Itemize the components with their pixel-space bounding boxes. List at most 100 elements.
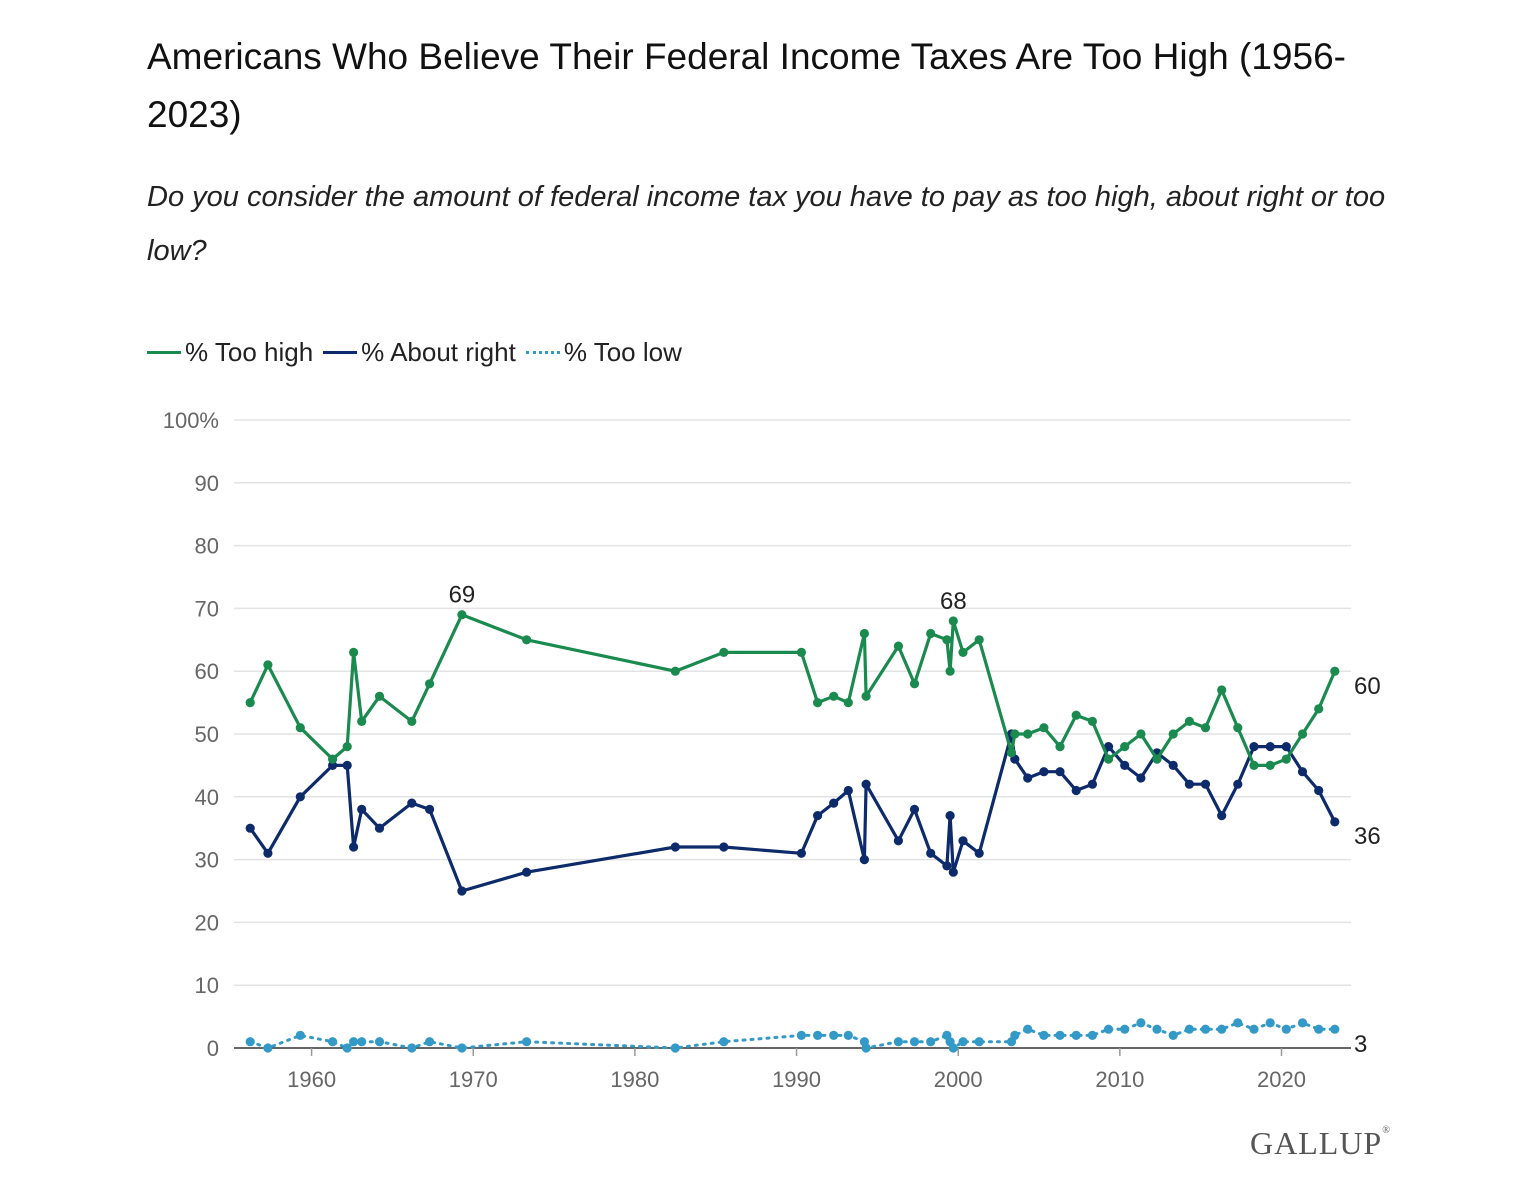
data-point — [945, 811, 955, 821]
data-point — [813, 1030, 823, 1040]
data-point — [295, 1030, 305, 1040]
data-point — [1087, 1030, 1097, 1040]
y-tick-label: 70 — [195, 596, 219, 621]
legend-label-too-low: % Too low — [563, 336, 682, 367]
data-point — [1023, 1024, 1033, 1034]
data-point — [843, 785, 853, 796]
data-point — [796, 848, 807, 858]
data-point — [245, 823, 255, 833]
data-point — [457, 886, 467, 896]
y-tick-label: 60 — [195, 659, 219, 684]
legend-item-too-high[interactable]: % Too high — [147, 337, 313, 368]
data-point — [1233, 723, 1243, 733]
y-tick-label: 40 — [195, 785, 219, 810]
data-point — [942, 635, 952, 645]
legend-item-too-low[interactable]: % Too low — [525, 336, 682, 368]
x-tick-label: 2000 — [934, 1067, 983, 1092]
data-point — [861, 1043, 871, 1053]
series-line — [248, 613, 1337, 768]
data-point — [1010, 729, 1020, 739]
data-point — [948, 867, 958, 877]
data-point — [1071, 710, 1081, 720]
data-point — [407, 798, 417, 808]
legend-item-about-right[interactable]: % About right — [323, 337, 516, 368]
y-tick-label: 80 — [195, 534, 219, 559]
data-point — [374, 691, 385, 701]
gallup-logo: GALLUP® — [1250, 1125, 1391, 1161]
data-point — [1168, 1030, 1178, 1040]
data-point — [263, 848, 273, 858]
end-value-label: 60 — [1354, 673, 1381, 700]
data-point — [829, 798, 839, 808]
data-point — [407, 1043, 417, 1053]
data-point — [1023, 773, 1033, 783]
data-point — [670, 666, 680, 676]
y-tick-label: 0 — [207, 1036, 219, 1061]
data-point — [1055, 1030, 1065, 1040]
data-point — [342, 760, 352, 771]
y-tick-label: 10 — [195, 973, 219, 998]
data-point — [1039, 1030, 1049, 1040]
data-point — [1281, 754, 1291, 764]
data-point — [425, 679, 435, 689]
data-point — [349, 647, 359, 658]
data-point — [295, 792, 305, 802]
chart-legend: % Too high % About right % Too low — [147, 334, 692, 370]
data-point — [357, 1037, 367, 1047]
y-tick-label: 50 — [195, 722, 219, 747]
data-point — [1249, 742, 1259, 752]
data-point — [1136, 729, 1146, 739]
data-point — [1152, 754, 1162, 764]
x-tick-label: 1980 — [610, 1067, 659, 1092]
data-point — [1120, 742, 1130, 752]
chart-title: Americans Who Believe Their Federal Inco… — [147, 36, 1346, 135]
data-point — [1103, 1024, 1114, 1034]
data-point — [1071, 1030, 1081, 1040]
data-point — [1136, 773, 1146, 783]
data-point — [245, 698, 255, 708]
data-point — [1039, 723, 1049, 733]
data-point — [829, 691, 839, 701]
data-point — [719, 842, 729, 852]
data-point — [1217, 1024, 1227, 1034]
y-tick-label: 30 — [195, 848, 219, 873]
data-point — [1184, 779, 1194, 789]
data-point — [813, 811, 823, 821]
data-point — [1265, 1018, 1275, 1028]
data-point — [342, 1043, 352, 1053]
data-point — [1168, 729, 1178, 739]
data-point — [719, 1037, 729, 1047]
data-point — [813, 698, 823, 708]
end-value-label: 36 — [1354, 823, 1381, 850]
data-point — [958, 647, 968, 658]
data-point — [1071, 785, 1081, 796]
data-point — [670, 1043, 680, 1053]
data-point — [948, 1043, 958, 1053]
legend-swatch-too-high — [147, 350, 181, 354]
data-point — [425, 1037, 435, 1047]
data-point — [948, 616, 958, 626]
y-tick-label: 100% — [163, 408, 219, 433]
data-point — [1217, 811, 1227, 821]
data-point — [1010, 1030, 1020, 1040]
data-point — [1314, 785, 1324, 796]
x-tick-label: 1970 — [449, 1067, 498, 1092]
data-point — [945, 666, 955, 676]
data-point — [926, 1037, 936, 1047]
data-point — [719, 647, 729, 658]
data-label: 68 — [940, 588, 967, 615]
data-point — [349, 1037, 359, 1047]
data-point — [1103, 742, 1114, 752]
data-point — [263, 660, 273, 670]
legend-label-too-high: % Too high — [185, 336, 314, 367]
data-point — [1233, 1018, 1243, 1028]
x-tick-label: 2010 — [1095, 1067, 1144, 1092]
data-point — [407, 716, 417, 727]
data-point — [893, 641, 904, 651]
data-point — [1120, 760, 1130, 771]
data-label: 69 — [449, 582, 476, 609]
data-point — [1249, 760, 1259, 771]
data-point — [522, 867, 532, 877]
data-point — [1006, 748, 1017, 758]
data-point — [1184, 716, 1194, 727]
